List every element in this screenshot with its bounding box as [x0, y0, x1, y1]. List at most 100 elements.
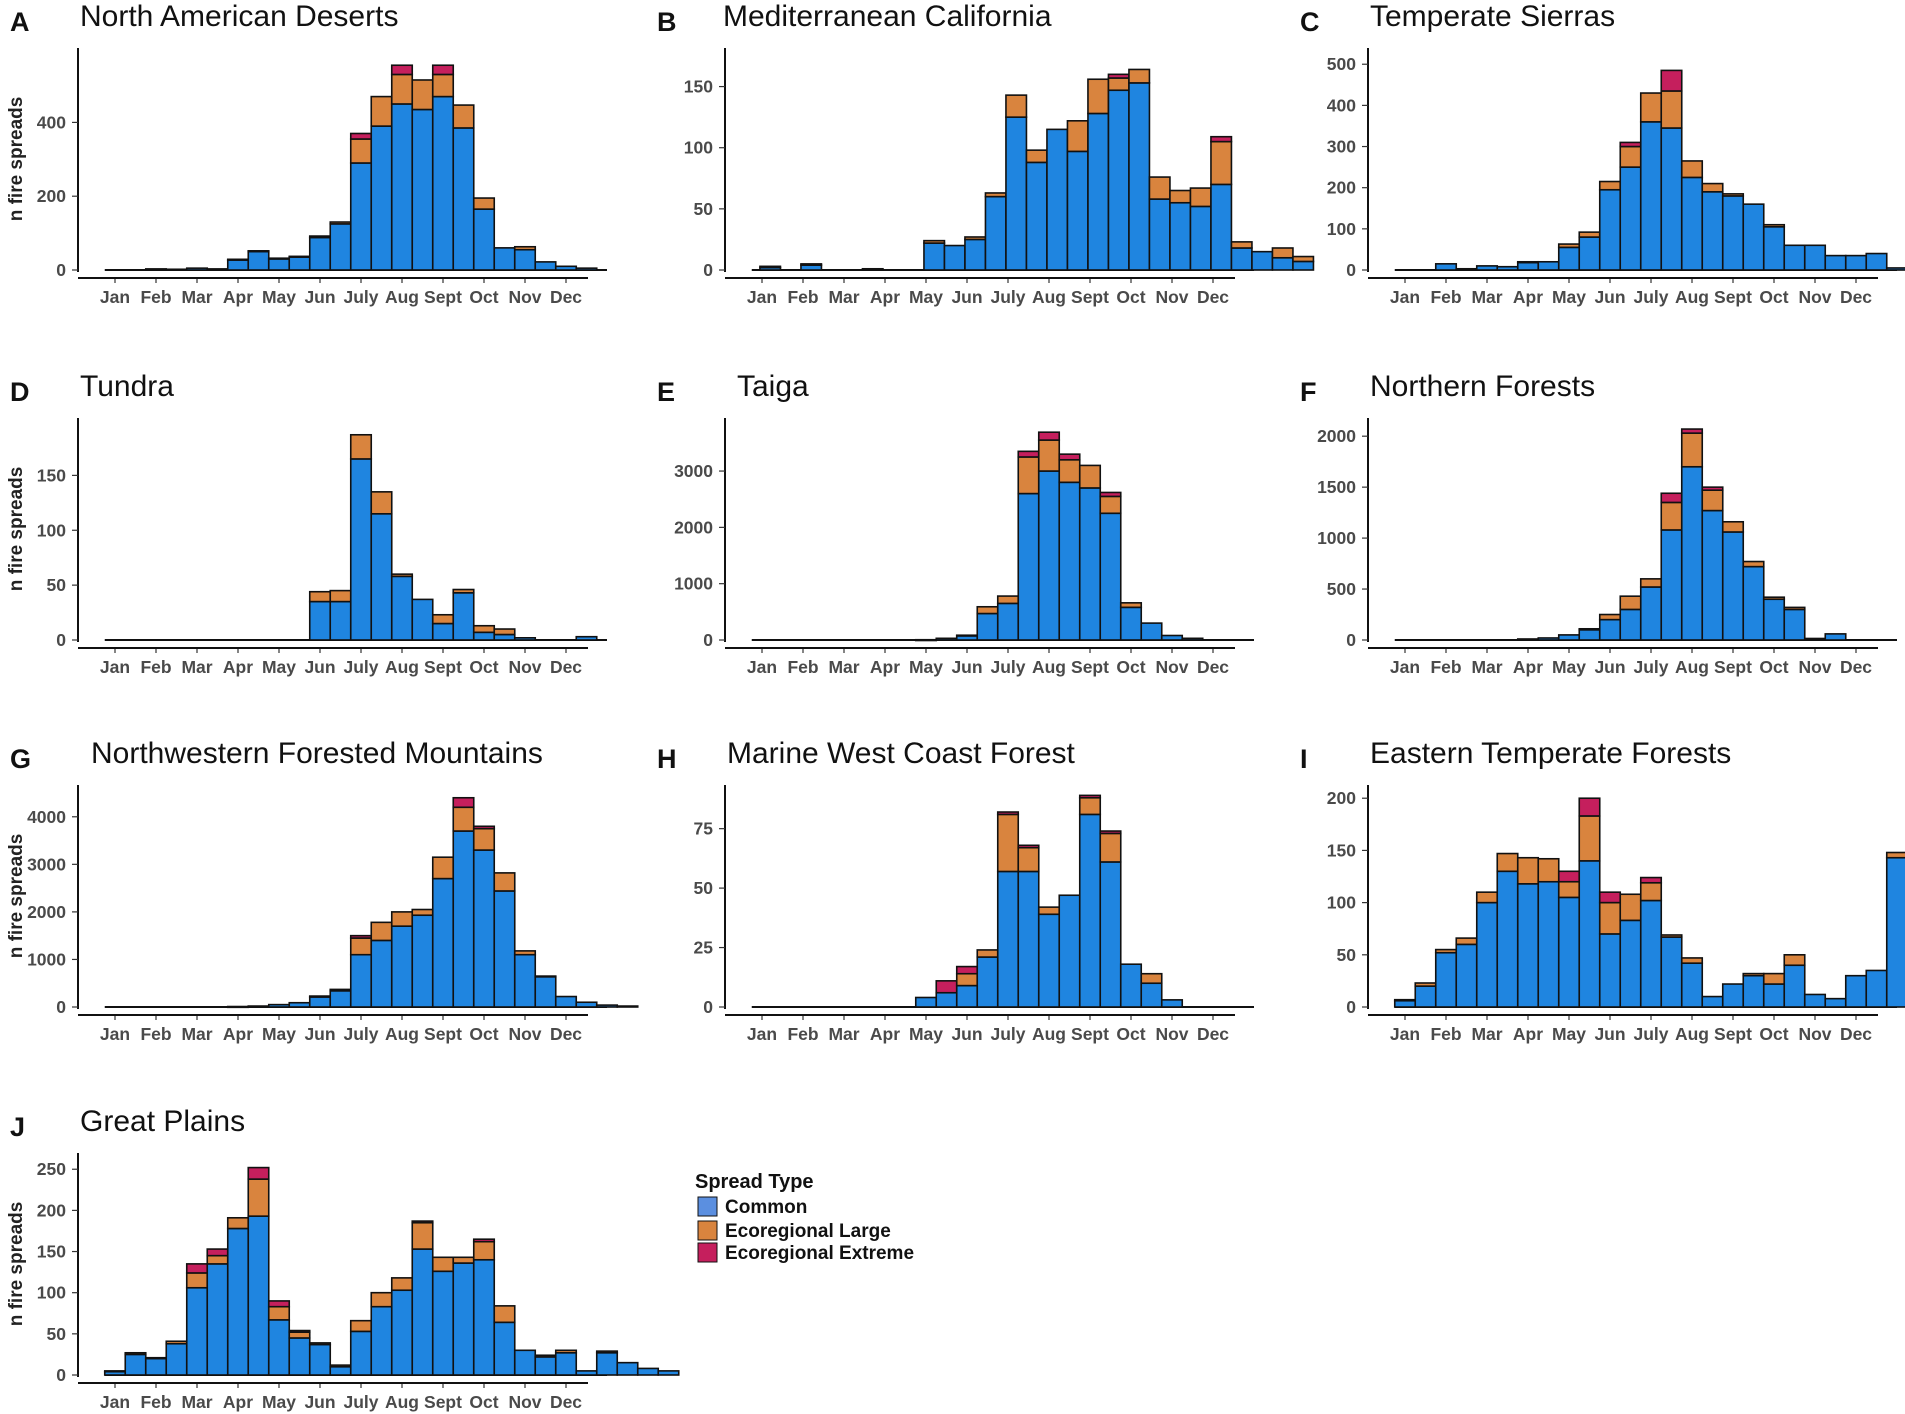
bar-ecoregional-extreme: [247, 1166, 270, 1180]
bar-common: [1865, 252, 1888, 271]
bar-common: [575, 1370, 598, 1376]
x-tick-label: Apr: [1513, 287, 1543, 307]
bar-common: [144, 1357, 168, 1376]
bar-common: [370, 512, 393, 641]
bar-common: [267, 1003, 291, 1008]
bar-ecoregional-large: [984, 192, 1007, 198]
y-axis-label: n fire spreads: [6, 1202, 27, 1327]
bar-ecoregional-large: [1578, 627, 1601, 631]
bar-common: [1496, 265, 1519, 271]
bar-common: [1066, 150, 1089, 271]
bar-common: [1660, 127, 1683, 271]
bar-common: [1844, 974, 1868, 1008]
bar-common: [411, 598, 434, 641]
bar-common: [1087, 112, 1110, 271]
y-tick-label: 500: [1327, 579, 1356, 599]
bar-common: [288, 1337, 311, 1376]
y-tick-label: 0: [56, 260, 66, 280]
bar-ecoregional-large: [1578, 231, 1601, 238]
x-tick-label: Aug: [1675, 287, 1709, 307]
bar-ecoregional-large: [103, 1370, 127, 1373]
bar-common: [1557, 246, 1581, 271]
bar-common: [308, 236, 332, 271]
bar-ecoregional-extreme: [349, 934, 373, 939]
bar-common: [431, 877, 455, 1008]
bar-ecoregional-large: [1078, 464, 1102, 489]
bar-ecoregional-large: [1058, 458, 1081, 484]
y-tick-label: 0: [1346, 630, 1356, 650]
x-tick-label: Sept: [424, 1024, 462, 1044]
bar-common: [1701, 995, 1724, 1008]
panel-c: C Temperate Sierras Jan Feb Mar Apr May Jun July…: [1300, 0, 1905, 307]
bar-common: [1189, 205, 1212, 271]
bar-common: [472, 631, 496, 641]
y-tick-label: 300: [1327, 137, 1356, 157]
panel-a: A North American Deserts n fire spreads Jan…: [6, 0, 607, 307]
bar-common: [431, 95, 455, 271]
bar-ecoregional-large: [1557, 880, 1581, 899]
bar-ecoregional-extreme: [349, 132, 373, 140]
y-tick-label: 1000: [1317, 528, 1356, 548]
panel-b: B Mediterranean California Jan Feb Mar Apr May…: [657, 0, 1315, 307]
bar-common: [1557, 896, 1581, 1008]
bar-ecoregional-extreme: [1701, 486, 1724, 491]
x-tick-label: Oct: [469, 1392, 498, 1412]
bar-common: [472, 849, 496, 1008]
bar-ecoregional-large: [390, 573, 414, 578]
x-tick-label: Sept: [1714, 657, 1752, 677]
bar-common: [1598, 933, 1622, 1008]
y-tick-label: 200: [1327, 178, 1356, 198]
y-tick-label: 2000: [1317, 426, 1356, 446]
bar-common: [1742, 974, 1765, 1008]
y-tick-label: 75: [694, 819, 714, 839]
bar-ecoregional-large: [329, 221, 352, 225]
x-tick-label: Sept: [1071, 1024, 1109, 1044]
x-tick-label: Oct: [469, 1024, 498, 1044]
x-tick-label: May: [909, 657, 943, 677]
bar-common: [964, 238, 987, 271]
bar-common: [1230, 247, 1253, 271]
legend-label-large: Ecoregional Large: [725, 1221, 891, 1242]
bar-ecoregional-large: [923, 239, 946, 244]
bar-ecoregional-large: [472, 827, 496, 851]
bar-ecoregional-large: [534, 1354, 557, 1358]
bar-ecoregional-large: [390, 911, 414, 927]
y-tick-label: 200: [37, 1200, 66, 1220]
bar-common: [1844, 254, 1868, 271]
x-tick-label: Nov: [1155, 657, 1188, 677]
bar-ecoregional-large: [308, 235, 332, 239]
bar-ecoregional-extreme: [1058, 453, 1081, 461]
bar-common: [1058, 894, 1081, 1008]
bar-common: [1885, 267, 1905, 271]
bar-ecoregional-large: [226, 1216, 250, 1230]
bar-common: [452, 1262, 475, 1376]
y-tick-label: 25: [694, 938, 714, 958]
bar-ecoregional-large: [1210, 140, 1233, 186]
legend-swatch-large: [697, 1220, 718, 1241]
bar-common: [1639, 586, 1663, 641]
bar-common: [493, 633, 516, 641]
bar-ecoregional-extreme: [1017, 450, 1040, 458]
bar-ecoregional-large: [370, 1291, 393, 1308]
bar-ecoregional-large: [452, 588, 475, 594]
x-tick-label: Dec: [1840, 1024, 1872, 1044]
x-tick-label: July: [343, 657, 378, 677]
panel-i: I Eastern Temperate Forests Jan Feb Mar Apr Ma…: [1300, 737, 1905, 1044]
bar-common: [226, 259, 250, 271]
bar-common: [493, 890, 516, 1008]
x-tick-label: Jun: [304, 657, 335, 677]
y-tick-label: 50: [1337, 945, 1357, 965]
y-tick-label: 100: [37, 1283, 66, 1303]
bar-common: [513, 637, 537, 641]
bar-common: [1128, 82, 1151, 271]
bar-common: [1025, 161, 1048, 271]
x-tick-label: Feb: [787, 657, 818, 677]
bar-ecoregional-large: [964, 236, 987, 241]
x-tick-label: Mar: [181, 1024, 212, 1044]
x-tick-label: Jan: [100, 287, 130, 307]
bar-common: [329, 223, 352, 271]
bar-ecoregional-large: [1434, 948, 1458, 954]
x-tick-label: May: [909, 1024, 943, 1044]
panel-title: Tundra: [80, 370, 174, 403]
bar-ecoregional-large: [431, 1256, 455, 1273]
